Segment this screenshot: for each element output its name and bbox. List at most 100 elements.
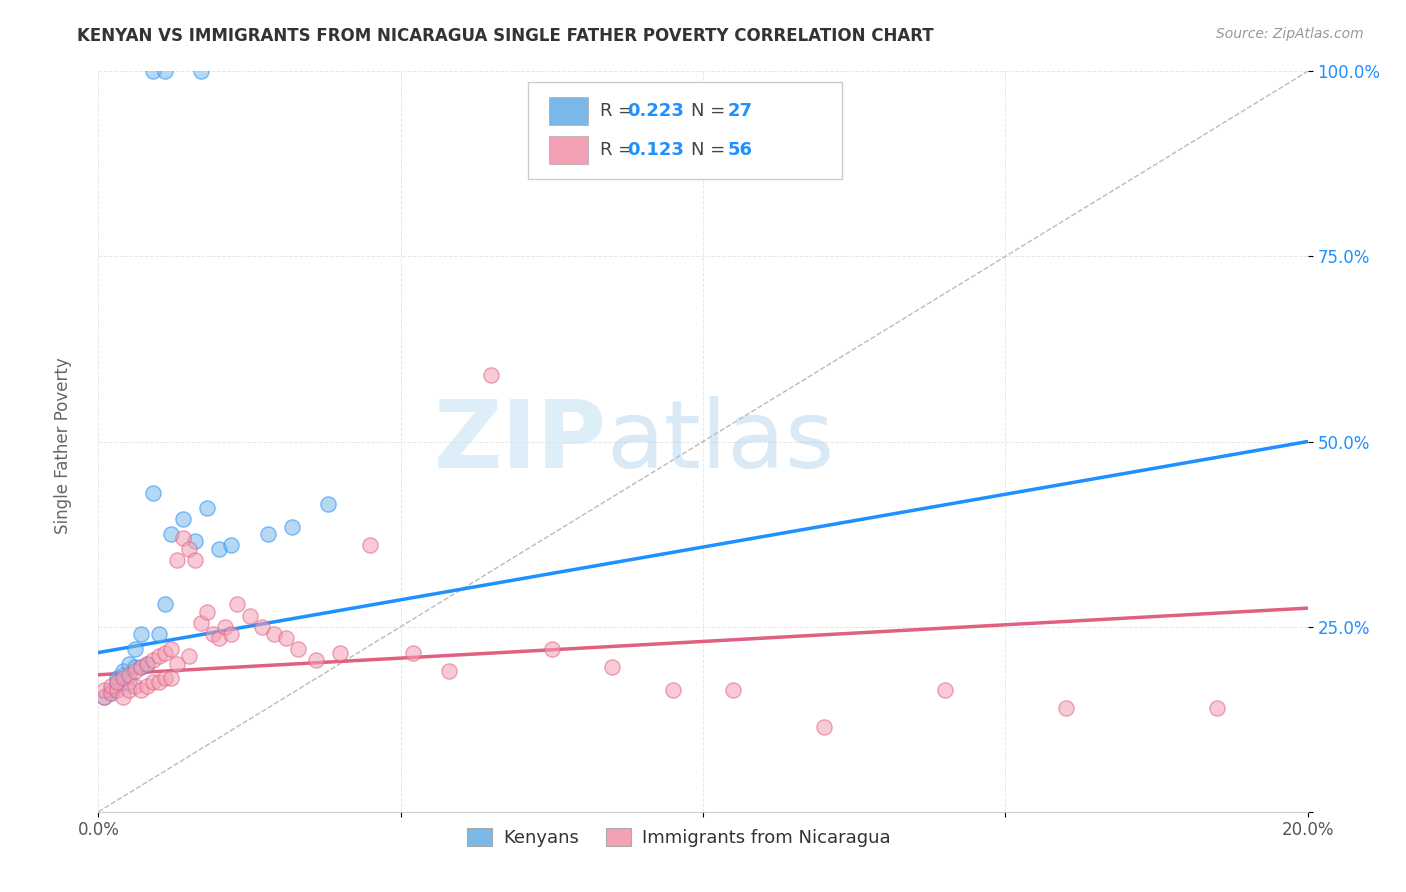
Text: N =: N = [690, 102, 731, 120]
Point [202, 627, 225, 641]
Point [250, 619, 273, 633]
Text: 0.123: 0.123 [627, 141, 685, 159]
Point [105, 675, 128, 690]
Point [723, 682, 745, 697]
Text: 27: 27 [727, 102, 752, 120]
Point [602, 660, 624, 674]
Point [93, 682, 115, 697]
Point [190, 64, 212, 78]
Point [661, 682, 683, 697]
Point [93, 690, 115, 704]
Point [118, 682, 141, 697]
Point [93, 690, 115, 704]
Point [142, 64, 165, 78]
Point [166, 657, 188, 671]
Point [118, 675, 141, 690]
Point [142, 653, 165, 667]
Point [360, 538, 382, 552]
Point [129, 660, 152, 674]
Point [402, 646, 425, 660]
Point [105, 682, 128, 697]
Point [221, 538, 243, 552]
Point [148, 675, 170, 690]
Point [172, 512, 194, 526]
Point [160, 672, 183, 686]
Text: Source: ZipAtlas.com: Source: ZipAtlas.com [1216, 27, 1364, 41]
FancyBboxPatch shape [548, 136, 588, 164]
Point [105, 672, 128, 686]
Point [111, 690, 134, 704]
Text: KENYAN VS IMMIGRANTS FROM NICARAGUA SINGLE FATHER POVERTY CORRELATION CHART: KENYAN VS IMMIGRANTS FROM NICARAGUA SING… [77, 27, 934, 45]
Point [135, 679, 157, 693]
Point [124, 664, 146, 678]
Point [129, 660, 152, 674]
Point [105, 679, 128, 693]
Point [481, 368, 503, 382]
FancyBboxPatch shape [527, 82, 842, 178]
Point [118, 667, 141, 681]
Point [437, 664, 460, 678]
Point [214, 619, 236, 633]
Point [100, 679, 122, 693]
Point [142, 675, 165, 690]
Legend: Kenyans, Immigrants from Nicaragua: Kenyans, Immigrants from Nicaragua [460, 821, 898, 855]
Point [329, 646, 352, 660]
Point [111, 664, 134, 678]
Point [166, 553, 188, 567]
Point [221, 627, 243, 641]
Point [153, 672, 176, 686]
Point [190, 615, 212, 630]
Point [160, 527, 183, 541]
Point [118, 657, 141, 671]
Text: 0.223: 0.223 [627, 102, 685, 120]
Point [195, 605, 218, 619]
Point [100, 686, 122, 700]
Point [226, 598, 249, 612]
Text: 56: 56 [727, 141, 752, 159]
Point [316, 498, 339, 512]
Point [153, 646, 176, 660]
Point [1206, 701, 1229, 715]
Text: ZIP: ZIP [433, 395, 606, 488]
Point [135, 657, 157, 671]
Point [184, 534, 207, 549]
Point [111, 667, 134, 681]
Point [208, 541, 231, 556]
Point [124, 641, 146, 656]
Point [305, 653, 328, 667]
Point [263, 627, 285, 641]
Point [153, 64, 176, 78]
Point [129, 627, 152, 641]
Point [1054, 701, 1077, 715]
Point [111, 672, 134, 686]
Point [934, 682, 956, 697]
Point [100, 682, 122, 697]
Text: Single Father Poverty: Single Father Poverty [55, 358, 72, 534]
Point [281, 519, 304, 533]
Point [208, 631, 231, 645]
Point [179, 541, 201, 556]
Text: R =: R = [600, 141, 640, 159]
Point [172, 531, 194, 545]
Point [148, 627, 170, 641]
Text: R =: R = [600, 102, 640, 120]
Point [100, 686, 122, 700]
FancyBboxPatch shape [548, 97, 588, 125]
Point [160, 641, 183, 656]
Point [179, 649, 201, 664]
Point [195, 501, 218, 516]
Text: N =: N = [690, 141, 731, 159]
Text: atlas: atlas [606, 395, 835, 488]
Point [184, 553, 207, 567]
Point [124, 660, 146, 674]
Point [540, 641, 562, 656]
Point [105, 675, 128, 690]
Point [148, 649, 170, 664]
Point [813, 720, 835, 734]
Point [274, 631, 297, 645]
Point [129, 682, 152, 697]
Point [124, 679, 146, 693]
Point [256, 527, 278, 541]
Point [239, 608, 262, 623]
Point [142, 486, 165, 500]
